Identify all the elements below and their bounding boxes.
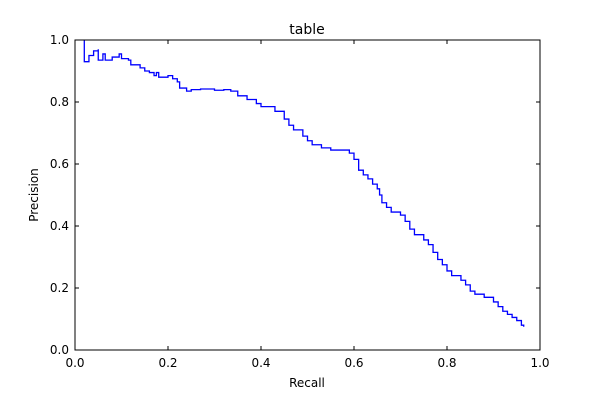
- y-axis-ticks: 0.0 0.2 0.4 0.6 0.8 1.0: [50, 33, 540, 357]
- plot-frame: [74, 39, 541, 351]
- y-tick-label: 0.0: [50, 343, 69, 357]
- y-tick-label: 0.2: [50, 281, 69, 295]
- series-layer: [83, 40, 525, 327]
- x-tick-label: 0.2: [158, 356, 177, 370]
- y-tick-label: 0.6: [50, 157, 69, 171]
- x-axis-label: Recall: [289, 376, 325, 390]
- x-tick-label: 0.4: [251, 356, 270, 370]
- precision-recall-line: [83, 40, 525, 327]
- y-tick-label: 1.0: [50, 33, 69, 47]
- x-tick-label: 1.0: [530, 356, 549, 370]
- y-tick-label: 0.8: [50, 95, 69, 109]
- y-axis-label: Precision: [27, 168, 41, 222]
- y-tick-label: 0.4: [50, 219, 69, 233]
- chart-title: table: [289, 22, 324, 38]
- x-tick-label: 0.0: [65, 356, 84, 370]
- x-tick-label: 0.6: [344, 356, 363, 370]
- x-axis-ticks: 0.0 0.2 0.4 0.6 0.8 1.0: [65, 40, 550, 370]
- x-tick-label: 0.8: [437, 356, 456, 370]
